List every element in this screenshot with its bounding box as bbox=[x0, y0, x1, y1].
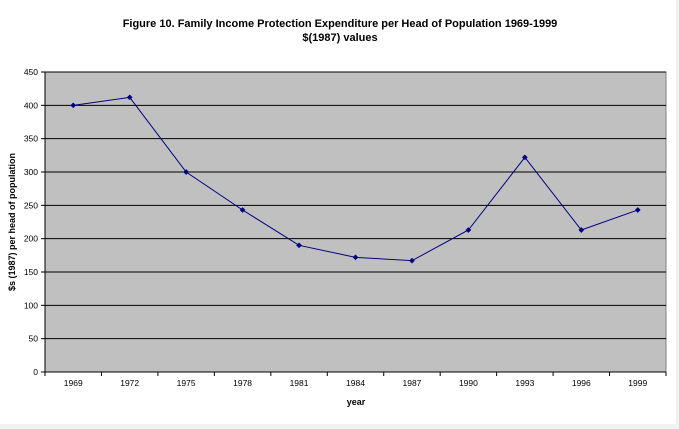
x-tick-label: 1975 bbox=[177, 378, 196, 388]
chart-title: Figure 10. Family Income Protection Expe… bbox=[123, 18, 558, 30]
x-tick-label: 1987 bbox=[402, 378, 421, 388]
data-point bbox=[239, 207, 246, 213]
x-tick-label: 1993 bbox=[515, 378, 534, 388]
y-tick-labels: 0 50 100 150 200 250 300 350 400 450 bbox=[24, 67, 38, 377]
y-tick-label: 200 bbox=[24, 234, 38, 244]
y-tick-label: 50 bbox=[29, 334, 39, 344]
data-point bbox=[521, 154, 528, 161]
y-tick-label: 100 bbox=[24, 300, 38, 310]
y-tick-label: 150 bbox=[24, 267, 38, 277]
data-point bbox=[126, 94, 133, 101]
x-tick-label: 1969 bbox=[64, 378, 83, 388]
axes bbox=[41, 71, 667, 376]
x-tick-label: 1990 bbox=[459, 378, 478, 388]
x-tick-label: 1984 bbox=[346, 378, 365, 388]
x-axis-title: year bbox=[347, 397, 366, 407]
plot-area bbox=[44, 71, 667, 373]
y-tick-label: 250 bbox=[24, 200, 38, 210]
data-point bbox=[70, 102, 77, 109]
data-series bbox=[70, 94, 641, 264]
data-point bbox=[634, 207, 641, 213]
y-tick-label: 0 bbox=[33, 367, 38, 377]
y-tick-label: 400 bbox=[24, 100, 38, 110]
x-tick-label: 1978 bbox=[233, 378, 252, 388]
data-point bbox=[409, 257, 415, 264]
data-point bbox=[352, 254, 359, 261]
data-point bbox=[183, 169, 190, 175]
x-tick-label: 1972 bbox=[120, 378, 139, 388]
x-tick-labels: 1969 1972 1975 1978 1981 1984 1987 1990 1993 1996… bbox=[64, 378, 648, 388]
x-tick-label: 1999 bbox=[628, 378, 647, 388]
gridlines bbox=[45, 71, 666, 340]
data-point bbox=[296, 242, 302, 249]
x-tick-label: 1996 bbox=[572, 378, 591, 388]
y-axis-title: $s (1987) per head of population bbox=[7, 153, 17, 291]
y-tick-label: 300 bbox=[24, 167, 38, 177]
data-point bbox=[578, 227, 585, 233]
chart-subtitle: $(1987) values bbox=[302, 32, 377, 44]
y-tick-label: 450 bbox=[24, 67, 38, 77]
x-tick-label: 1981 bbox=[290, 378, 309, 388]
data-point bbox=[465, 227, 472, 233]
y-tick-label: 350 bbox=[24, 134, 38, 144]
